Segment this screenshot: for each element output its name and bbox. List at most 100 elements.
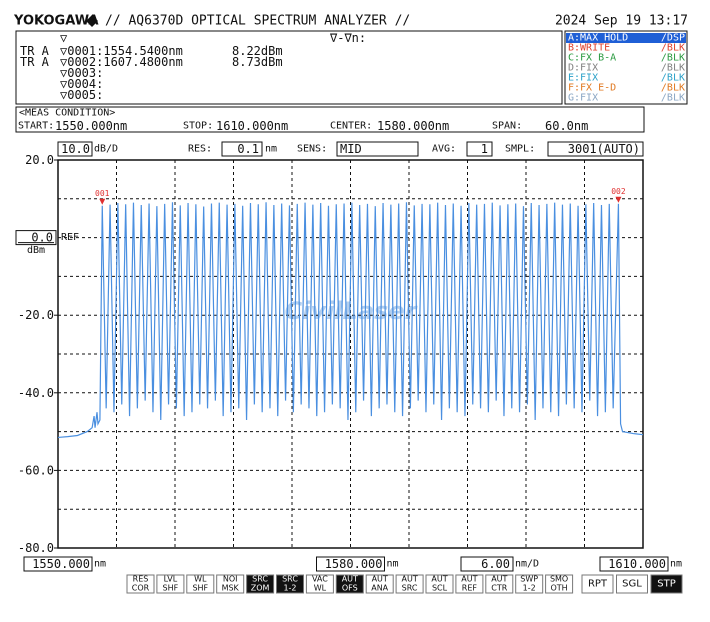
button[interactable] xyxy=(616,574,648,594)
button-label[interactable]: MSK xyxy=(222,584,240,593)
x-tick-label: 1550.000 xyxy=(32,557,90,571)
button-label[interactable]: WL xyxy=(314,584,327,593)
res-box[interactable] xyxy=(221,141,263,157)
scale: 10.0 xyxy=(61,142,90,156)
ref-level: 0.0 xyxy=(31,231,53,245)
x-tick-box[interactable] xyxy=(23,556,93,572)
button-label[interactable]: ZOM xyxy=(251,584,270,593)
trace-label[interactable]: C:FX B-A xyxy=(568,53,616,64)
button-label[interactable]: SHF xyxy=(163,584,179,593)
x-tick-box[interactable] xyxy=(316,556,385,572)
x-tick-box[interactable] xyxy=(599,556,669,572)
button-label[interactable]: WL xyxy=(194,575,207,584)
button-label[interactable]: AUT xyxy=(372,575,388,584)
button[interactable] xyxy=(650,574,683,594)
button[interactable] xyxy=(515,574,544,594)
avg: 1 xyxy=(481,142,488,156)
sens: MID xyxy=(340,142,362,156)
marker-level: 8.22dBm xyxy=(232,44,283,58)
trace-label[interactable]: A:MAX HOLD xyxy=(568,33,628,44)
trace-label[interactable]: B:WRITE xyxy=(568,43,610,54)
meas-value: 1580.000nm xyxy=(377,119,449,133)
button[interactable] xyxy=(581,574,614,594)
button[interactable] xyxy=(216,574,245,594)
button-label[interactable]: LVL xyxy=(164,575,178,584)
instrument-title: // AQ6370D OPTICAL SPECTRUM ANALYZER // xyxy=(105,14,410,29)
trace-label[interactable]: E:FIX xyxy=(568,73,598,84)
button[interactable] xyxy=(186,574,215,594)
button[interactable] xyxy=(126,574,155,594)
button[interactable] xyxy=(246,574,275,594)
y-tick-label: -60.0 xyxy=(18,463,54,477)
button-label[interactable]: STP xyxy=(657,579,676,590)
meas-label: CENTER: xyxy=(330,121,372,132)
button-label[interactable]: SRC xyxy=(282,575,298,584)
button-label[interactable]: ANA xyxy=(371,584,388,593)
button-label[interactable]: AUT xyxy=(401,575,417,584)
button-label[interactable]: SRC xyxy=(402,584,418,593)
marker-level: 8.73dBm xyxy=(232,55,283,69)
x-unit: nm xyxy=(387,559,399,570)
button[interactable] xyxy=(305,574,334,594)
trace-mode[interactable]: /DSP xyxy=(661,33,685,44)
button-label[interactable]: SGL xyxy=(622,579,642,590)
button[interactable] xyxy=(455,574,484,594)
trace-mode[interactable]: /BLK xyxy=(661,73,685,84)
res: 0.1 xyxy=(237,142,259,156)
avg-label: AVG: xyxy=(432,144,456,155)
marker-symbol: ▽ xyxy=(60,31,68,45)
button-bar: RESCORLVLSHFWLSHFNOIMSKSRCZOMSRC1-2VACWL… xyxy=(126,574,683,594)
meas-heading: <MEAS CONDITION> xyxy=(19,108,115,119)
button-label[interactable]: NOI xyxy=(223,575,238,584)
button[interactable] xyxy=(335,574,364,594)
button-label[interactable]: AUT xyxy=(491,575,507,584)
button-label[interactable]: CTR xyxy=(491,584,507,593)
button-label[interactable]: SWP xyxy=(520,575,538,584)
button[interactable] xyxy=(425,574,454,594)
trace-label[interactable]: G:FIX xyxy=(568,93,598,104)
button-label[interactable]: REF xyxy=(462,584,478,593)
meas-value: 1610.000nm xyxy=(216,119,288,133)
trace-mode[interactable]: /BLK xyxy=(661,63,685,74)
trace-label[interactable]: F:FX E-D xyxy=(568,83,616,94)
trace-mode[interactable]: /BLK xyxy=(661,93,685,104)
button-label[interactable]: AUT xyxy=(342,575,358,584)
y-tick-label: -20.0 xyxy=(18,308,54,322)
button[interactable] xyxy=(545,574,574,594)
brand: YOKOGAWA xyxy=(13,14,99,29)
scale-box[interactable] xyxy=(57,141,93,157)
button-label[interactable]: COR xyxy=(132,584,150,593)
div-box[interactable] xyxy=(460,556,514,572)
trace-label[interactable]: D:FIX xyxy=(568,63,598,74)
trace-mode[interactable]: /BLK xyxy=(661,43,685,54)
button-label[interactable]: AUT xyxy=(431,575,447,584)
x-unit: nm xyxy=(94,559,106,570)
button[interactable] xyxy=(276,574,304,594)
button-label[interactable]: RPT xyxy=(588,579,608,590)
sens-box[interactable] xyxy=(336,141,419,157)
button-label[interactable]: SHF xyxy=(192,584,208,593)
button[interactable] xyxy=(365,574,394,594)
button-label[interactable]: OTH xyxy=(550,584,567,593)
button-label[interactable]: AUT xyxy=(461,575,477,584)
smpl-box[interactable] xyxy=(547,141,644,157)
button[interactable] xyxy=(395,574,424,594)
button[interactable] xyxy=(485,574,514,594)
button-label[interactable]: RES xyxy=(133,575,149,584)
button-label[interactable]: SMO xyxy=(550,575,568,584)
button-label[interactable]: OFS xyxy=(342,584,358,593)
trace-mode[interactable]: /BLK xyxy=(661,53,685,64)
trace-mode[interactable]: /BLK xyxy=(661,83,685,94)
ref-box[interactable] xyxy=(15,230,57,246)
marker xyxy=(99,198,106,205)
button-label[interactable]: SCL xyxy=(432,584,448,593)
avg-box[interactable] xyxy=(466,141,493,157)
button[interactable] xyxy=(156,574,185,594)
meas-value: 60.0nm xyxy=(545,119,588,133)
button-label[interactable]: SRC xyxy=(252,575,268,584)
button-label[interactable]: VAC xyxy=(312,575,328,584)
button-label[interactable]: 1-2 xyxy=(523,584,536,593)
res-label: RES: xyxy=(188,144,212,155)
button-label[interactable]: 1-2 xyxy=(283,584,296,593)
